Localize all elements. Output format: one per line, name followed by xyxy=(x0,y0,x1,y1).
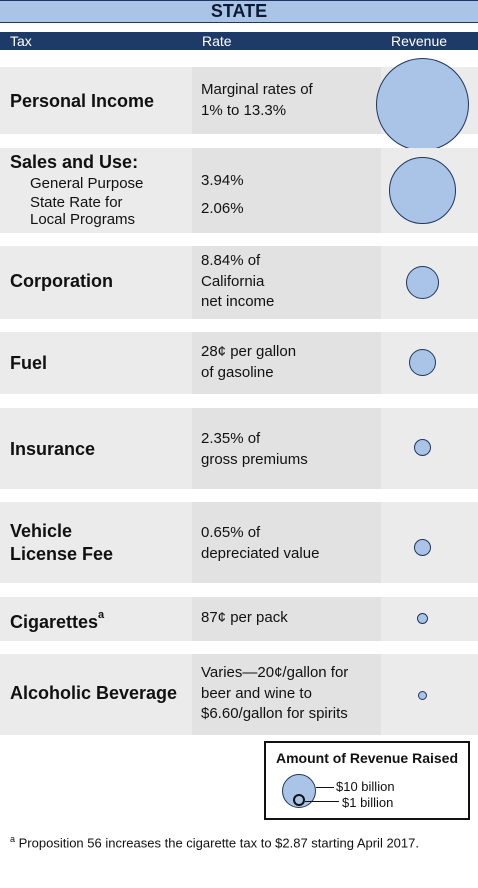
rate-cell xyxy=(192,332,381,394)
revenue-bubble xyxy=(417,613,428,624)
rate-line: $6.60/gallon for spirits xyxy=(201,705,348,722)
tax-name: Vehicle xyxy=(10,521,73,541)
tax-name: Personal Income xyxy=(10,91,155,111)
rate-line: 2.35% of xyxy=(201,430,261,447)
column-header-revenue: Revenue xyxy=(391,33,448,49)
revenue-bubble xyxy=(414,539,431,556)
revenue-bubble xyxy=(376,58,469,151)
rate-cell xyxy=(192,654,381,735)
tax-name: Corporation xyxy=(10,271,113,291)
footnote: a Proposition 56 increases the cigarette… xyxy=(10,834,419,850)
rate-line: 1% to 13.3% xyxy=(201,101,287,119)
rate-line: of gasoline xyxy=(201,363,274,381)
table-row-vehicle-license-fee: Vehicle License Fee 0.65% of depreciated… xyxy=(0,502,478,583)
revenue-bubble xyxy=(418,691,427,700)
legend-bubble-small xyxy=(293,794,305,806)
tax-name: Fuel xyxy=(10,353,48,373)
rate-line: 3.94% xyxy=(201,172,244,189)
tax-name-line2: License Fee xyxy=(10,544,114,564)
rate-line: gross premiums xyxy=(201,450,308,468)
rate-line: 2.06% xyxy=(201,200,244,217)
rate-cell xyxy=(192,597,381,641)
revenue-bubble xyxy=(406,266,439,299)
rate-line: net income xyxy=(201,293,275,310)
rate-line: Marginal rates of xyxy=(201,81,313,98)
rate-text: Varies—20¢/gallon for beer and wine to $… xyxy=(201,663,348,725)
tax-name: Insurance xyxy=(10,439,96,459)
rate-text: 0.65% of depreciated value xyxy=(201,523,319,564)
rate-cell xyxy=(192,246,381,319)
rate-line: 0.65% of xyxy=(201,524,261,541)
tax-subitem: Local Programs xyxy=(30,211,136,228)
column-header-rate: Rate xyxy=(202,33,232,49)
rate-text: 2.35% of gross premiums xyxy=(201,429,308,470)
tax-subitem: State Rate for xyxy=(30,194,123,211)
rate-cell xyxy=(192,502,381,583)
legend-label-large: $10 billion xyxy=(336,779,395,794)
rate-line: depreciated value xyxy=(201,544,320,562)
table-row-personal-income: Personal Income Marginal rates of 1% to … xyxy=(0,58,478,151)
rate-text: 8.84% of California net income xyxy=(201,251,274,313)
tax-name: Cigarettesa xyxy=(10,607,104,633)
rate-line: beer and wine to xyxy=(201,684,312,702)
legend-leader-large xyxy=(316,787,334,788)
rate-line: 8.84% of xyxy=(201,252,261,269)
table-row-insurance: Insurance 2.35% of gross premiums xyxy=(0,408,478,489)
revenue-bubble xyxy=(409,349,436,376)
legend-leader-small xyxy=(305,801,339,802)
tax-subitem: General Purpose xyxy=(30,175,144,192)
rate-line: Varies—20¢/gallon for xyxy=(201,664,349,681)
table-row-fuel: Fuel 28¢ per gallon of gasoline xyxy=(0,332,478,394)
table-row-sales-and-use: Sales and Use: General Purpose State Rat… xyxy=(0,148,478,233)
rate-text: Marginal rates of 1% to 13.3% xyxy=(201,80,313,121)
legend-label-small: $1 billion xyxy=(342,795,394,810)
tax-name: Alcoholic Beverage xyxy=(10,683,178,703)
footnote-text: Proposition 56 increases the cigarette t… xyxy=(15,835,419,851)
table-row-alcoholic-beverage: Alcoholic Beverage Varies—20¢/gallon for… xyxy=(0,654,478,735)
table-row-corporation: Corporation 8.84% of California net inco… xyxy=(0,246,478,319)
footnote-marker: a xyxy=(10,834,16,844)
rate-line: 28¢ per gallon xyxy=(201,343,297,360)
tax-name-text: Cigarettes xyxy=(10,612,99,632)
revenue-bubble xyxy=(414,439,431,456)
tax-name: Sales and Use: xyxy=(10,152,139,172)
revenue-bubble xyxy=(389,157,456,224)
rate-cell xyxy=(192,408,381,489)
rate-cell xyxy=(192,67,381,134)
legend: Amount of Revenue Raised $10 billion $1 … xyxy=(264,741,470,820)
state-banner: STATE xyxy=(0,0,478,23)
rate-line: 87¢ per pack xyxy=(201,609,288,626)
column-header: Tax Rate Revenue xyxy=(0,32,478,50)
legend-title: Amount of Revenue Raised xyxy=(275,750,459,766)
table-row-cigarettes: Cigarettesa 87¢ per pack xyxy=(0,597,478,641)
footnote-marker: a xyxy=(98,609,105,621)
column-header-tax: Tax xyxy=(10,33,32,49)
rate-text: 28¢ per gallon of gasoline xyxy=(201,342,296,383)
rate-line: California xyxy=(201,272,265,290)
rate-cell xyxy=(192,148,381,233)
